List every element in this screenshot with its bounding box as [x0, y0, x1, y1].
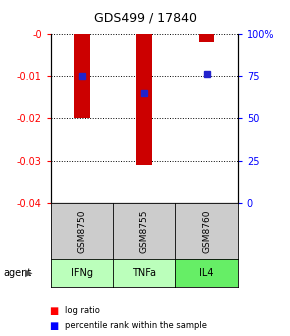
Text: ▶: ▶ [25, 268, 32, 278]
Text: GSM8755: GSM8755 [140, 209, 149, 253]
Bar [74, 34, 90, 119]
Text: IL4: IL4 [200, 268, 214, 278]
Text: GSM8760: GSM8760 [202, 209, 211, 253]
Bar [137, 34, 152, 165]
Text: ■: ■ [49, 306, 59, 316]
Text: percentile rank within the sample: percentile rank within the sample [65, 322, 207, 330]
Text: log ratio: log ratio [65, 306, 100, 315]
Text: IFNg: IFNg [71, 268, 93, 278]
Text: agent: agent [3, 268, 31, 278]
Text: TNFa: TNFa [132, 268, 156, 278]
Bar [199, 34, 214, 42]
Text: GDS499 / 17840: GDS499 / 17840 [93, 12, 197, 25]
Text: ■: ■ [49, 321, 59, 331]
Text: GSM8750: GSM8750 [77, 209, 86, 253]
